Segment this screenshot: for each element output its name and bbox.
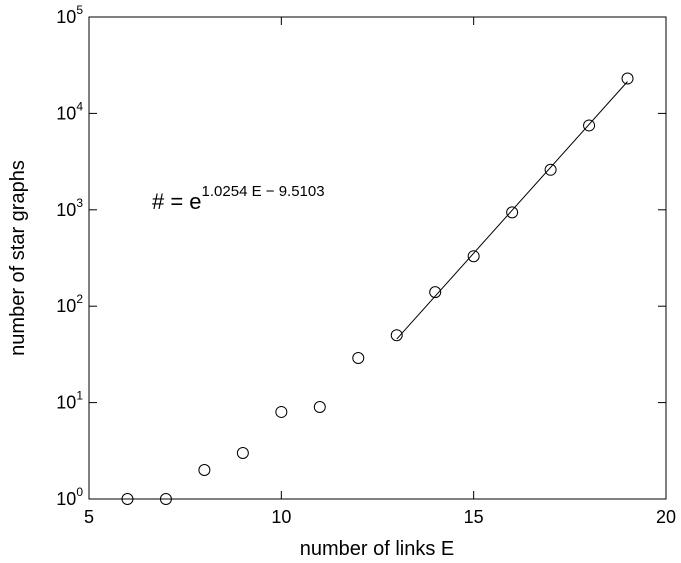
x-tick-label: 20 — [656, 507, 676, 527]
plot-frame — [88, 16, 667, 500]
tick-labels: 5 10 15 20 100 101 102 103 104 105 — [56, 3, 676, 527]
y-tick-label: 105 — [56, 3, 83, 27]
ticks — [88, 16, 667, 500]
data-point — [621, 72, 634, 85]
data-point — [506, 206, 519, 219]
x-tick-label: 10 — [271, 507, 291, 527]
y-tick-label: 104 — [56, 99, 83, 123]
data-point — [544, 163, 557, 176]
data-point — [121, 493, 134, 505]
data-point — [583, 119, 596, 132]
data-point — [429, 286, 442, 299]
data-point — [275, 405, 288, 418]
x-tick-label: 5 — [84, 507, 94, 527]
data-point — [313, 401, 326, 414]
fit-equation-exponent: 1.0254 E − 9.5103 — [202, 183, 325, 200]
y-tick-label: 103 — [56, 196, 83, 220]
data-point — [390, 329, 403, 342]
y-tick-label: 102 — [56, 292, 83, 316]
fit-equation-annotation: # = e1.0254 E − 9.5103 — [152, 183, 325, 214]
x-axis-label: number of links E — [300, 538, 455, 560]
x-tick-label: 15 — [464, 507, 484, 527]
fit-line — [396, 81, 628, 340]
data-point — [236, 447, 249, 460]
data-points — [121, 72, 634, 505]
data-point — [467, 250, 480, 263]
y-tick-label: 100 — [56, 485, 83, 509]
fit-equation-prefix: # = e — [152, 189, 202, 214]
y-axis-label: number of star graphs — [7, 160, 29, 356]
data-point — [352, 352, 365, 365]
data-point — [198, 463, 211, 476]
data-point — [159, 493, 172, 505]
y-tick-label: 101 — [56, 389, 83, 413]
